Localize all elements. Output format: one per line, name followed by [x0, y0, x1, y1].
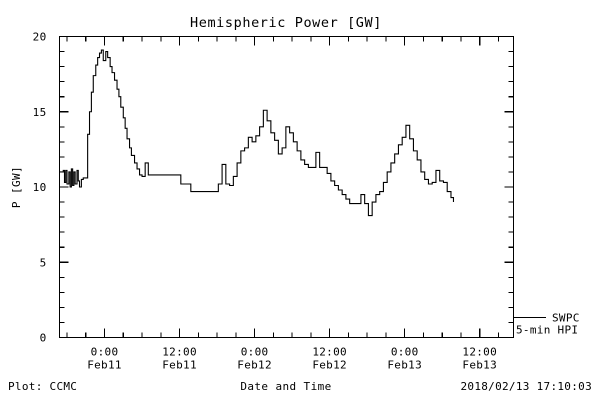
- x-tick-label-time: 12:00: [312, 346, 347, 359]
- x-tick-label-time: 0:00: [241, 346, 269, 359]
- y-tick-label: 0: [40, 332, 47, 345]
- x-tick-label-date: Feb12: [312, 359, 347, 372]
- generation-timestamp: 2018/02/13 17:10:03: [460, 380, 592, 393]
- x-tick-label-date: Feb13: [387, 359, 422, 372]
- plot-credit: Plot: CCMC: [8, 380, 77, 393]
- x-axis-title: Date and Time: [240, 380, 331, 393]
- y-axis-tick-labels: 0 5 10 15 20: [33, 31, 47, 345]
- y-tick-label: 10: [33, 181, 47, 194]
- data-series-line: [59, 49, 455, 217]
- y-tick-label: 15: [33, 106, 47, 119]
- y-tick-label: 5: [40, 256, 47, 269]
- plot-frame: [58, 35, 515, 339]
- x-tick-label-time: 0:00: [391, 346, 419, 359]
- y-axis-title: P [GW]: [10, 166, 23, 208]
- legend-label-top: SWPC: [552, 312, 580, 325]
- x-tick-label-time: 12:00: [162, 346, 197, 359]
- x-axis-ticks: [66, 36, 500, 338]
- x-tick-label-time: 0:00: [91, 346, 119, 359]
- y-tick-label: 20: [33, 31, 47, 44]
- x-tick-label-date: Feb12: [237, 359, 272, 372]
- x-tick-label-time: 12:00: [462, 346, 497, 359]
- x-tick-label-date: Feb13: [462, 359, 497, 372]
- chart-title: Hemispheric Power [GW]: [190, 15, 382, 31]
- x-tick-label-date: Feb11: [162, 359, 197, 372]
- data-series-group: [59, 49, 455, 217]
- x-tick-label-date: Feb11: [87, 359, 122, 372]
- x-axis-tick-labels: 0:00Feb1112:00Feb110:00Feb1212:00Feb120:…: [87, 346, 497, 372]
- legend-label-bottom: 5-min HPI: [516, 324, 578, 337]
- y-axis-ticks: [59, 35, 514, 339]
